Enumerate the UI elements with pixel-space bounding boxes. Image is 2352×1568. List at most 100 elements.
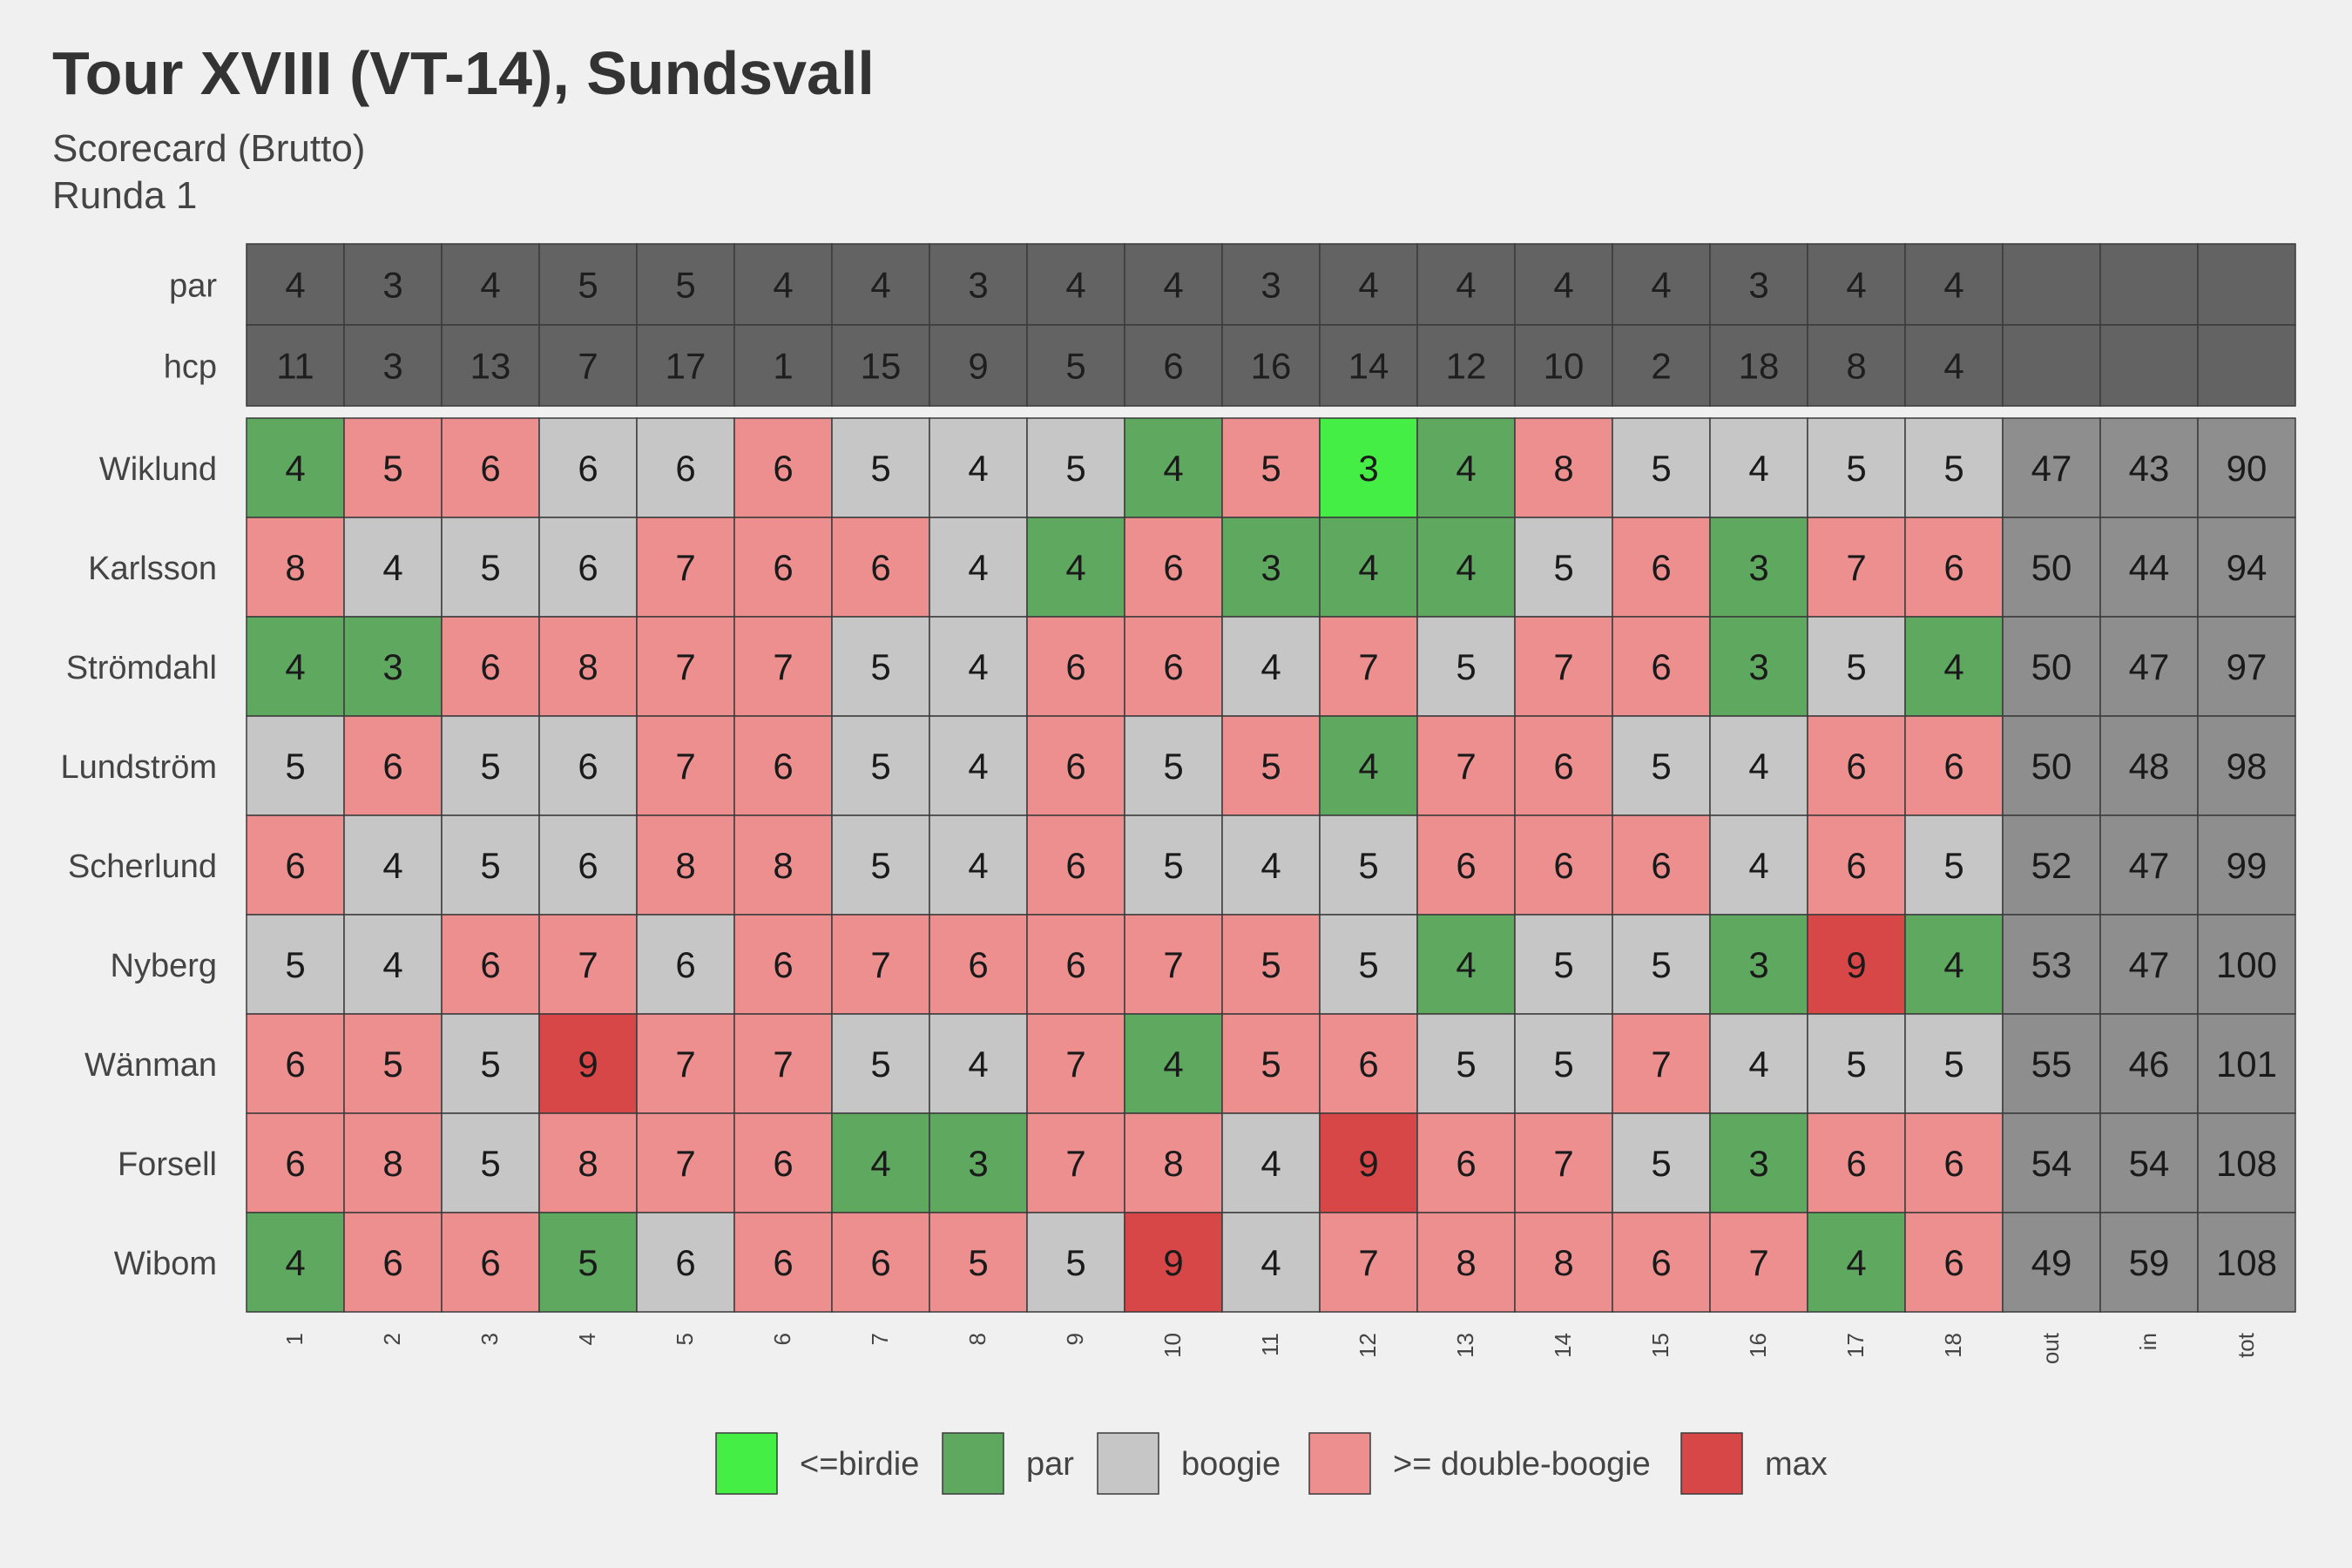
score-value: 7 [1748,1242,1768,1283]
par-value: 4 [1163,265,1183,306]
score-value: 4 [968,646,988,687]
score-cell [1709,1013,1808,1114]
x-tick-label: 15 [1647,1333,1673,1358]
total-value: 50 [2031,547,2072,588]
par-value: 3 [1260,265,1281,306]
hcp-value: 10 [1544,346,1585,387]
player-name: Strömdahl [66,650,217,686]
score-cell [343,1212,443,1313]
score-value: 7 [1065,1044,1085,1085]
score-cell [1124,814,1223,916]
score-cell [246,1013,345,1114]
score-value: 6 [480,448,500,489]
chart-title: Tour XVIII (VT-14), Sundsvall [52,39,875,107]
par-value: 4 [1065,265,1085,306]
score-cell [441,814,540,916]
score-value: 6 [773,944,793,985]
total-cell [2099,715,2199,816]
x-tick-label: 6 [769,1333,795,1345]
score-value: 4 [382,845,402,886]
score-cell [1709,616,1808,717]
score-value: 8 [578,646,598,687]
score-value: 5 [1943,448,1963,489]
score-value: 5 [1260,448,1281,489]
score-value: 6 [1943,547,1963,588]
score-cell [538,715,638,816]
score-value: 7 [1358,646,1378,687]
score-value: 6 [773,1242,793,1283]
total-cell [2099,417,2199,518]
score-cell [733,1112,833,1213]
score-value: 7 [675,547,695,588]
score-cell [1319,1013,1418,1114]
total-value: 101 [2216,1044,2277,1085]
par-value: 4 [1846,265,1866,306]
score-value: 6 [1358,1044,1378,1085]
par-cell [1416,243,1516,326]
par-value: 4 [1553,265,1573,306]
total-value: 98 [2227,746,2268,787]
score-value: 4 [1260,845,1281,886]
score-value: 6 [1553,845,1573,886]
score-value: 6 [578,448,598,489]
score-cell [1124,517,1223,618]
score-cell [1514,1212,1613,1313]
score-value: 7 [1065,1143,1085,1184]
score-cell [1221,417,1321,518]
par-value: 4 [285,265,305,306]
player-name: Nyberg [111,948,218,984]
score-value: 5 [382,448,402,489]
hcp-value: 1 [773,346,793,387]
chart-subtitle: Scorecard (Brutto) [52,127,366,170]
total-cell [2197,715,2296,816]
score-value: 4 [1065,547,1085,588]
par-value: 4 [1456,265,1476,306]
score-value: 5 [1651,746,1671,787]
score-cell [1709,517,1808,618]
hcp-value: 2 [1651,346,1671,387]
score-value: 6 [1943,1143,1963,1184]
score-cell [1026,1212,1125,1313]
score-value: 6 [480,1242,500,1283]
par-value: 3 [1748,265,1768,306]
par-cell [1904,243,2004,326]
score-value: 5 [578,1242,598,1283]
score-cell [831,1212,930,1313]
score-cell [343,417,443,518]
score-cell [1709,715,1808,816]
total-cell [2197,914,2296,1015]
score-value: 7 [1456,746,1476,787]
score-cell [1319,814,1418,916]
score-value: 5 [1846,1044,1866,1085]
score-cell [246,517,345,618]
score-cell [1904,1112,2004,1213]
total-cell [2099,1212,2199,1313]
score-cell [1026,1013,1125,1114]
score-value: 5 [480,1143,500,1184]
x-tick-label: 10 [1159,1333,1186,1358]
score-value: 4 [1163,1044,1183,1085]
hcp-cell [441,324,540,407]
score-value: 6 [1651,1242,1671,1283]
score-cell [1612,814,1711,916]
hcp-value: 11 [276,346,314,387]
score-cell [1416,1013,1516,1114]
hcp-value: 14 [1348,346,1389,387]
score-value: 8 [1163,1143,1183,1184]
total-value: 47 [2129,646,2170,687]
score-value: 6 [1065,646,1085,687]
total-cell [2099,914,2199,1015]
score-value: 4 [1748,845,1768,886]
legend-label: <=birdie [800,1446,919,1483]
score-value: 4 [1163,448,1183,489]
hcp-value: 16 [1251,346,1292,387]
x-tick-label: tot [2233,1332,2259,1358]
total-value: 54 [2031,1143,2072,1184]
score-value: 8 [1553,1242,1573,1283]
hcp-value: 6 [1163,346,1183,387]
x-tick-label: 8 [964,1333,990,1345]
par-cell [733,243,833,326]
score-cell [441,1212,540,1313]
par-value: 4 [1651,265,1671,306]
x-tick-label: 12 [1355,1333,1381,1358]
